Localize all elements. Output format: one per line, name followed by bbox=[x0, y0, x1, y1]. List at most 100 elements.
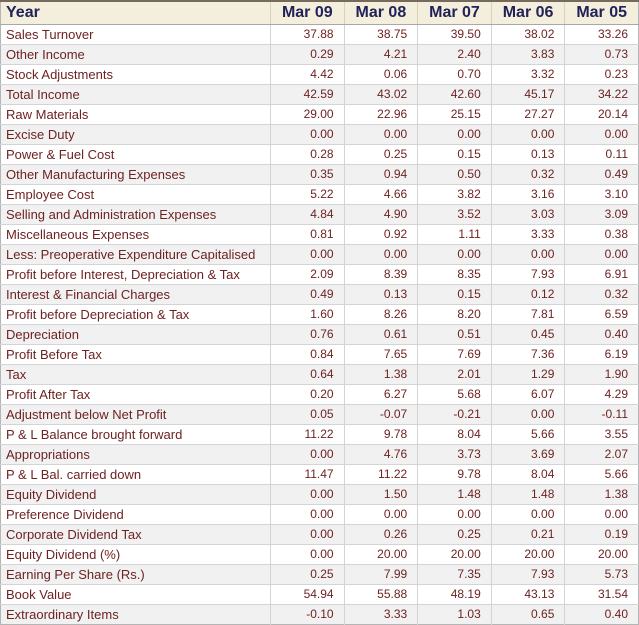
value-cell: 0.25 bbox=[270, 564, 345, 585]
value-cell: 3.03 bbox=[490, 204, 565, 225]
value-cell: 0.00 bbox=[270, 504, 345, 525]
value-cell: 4.42 bbox=[270, 64, 345, 85]
value-cell: -0.21 bbox=[417, 404, 492, 425]
value-cell: 5.66 bbox=[564, 464, 639, 485]
value-cell: 1.60 bbox=[270, 304, 345, 325]
row-label: Excise Duty bbox=[0, 124, 271, 145]
value-cell: 0.00 bbox=[270, 124, 345, 145]
value-cell: 31.54 bbox=[564, 584, 639, 605]
value-cell: 0.20 bbox=[270, 384, 345, 405]
value-cell: 6.27 bbox=[343, 384, 418, 405]
row-label: Employee Cost bbox=[0, 184, 271, 205]
row-label: Extraordinary Items bbox=[6, 606, 119, 622]
row-label: Sales Turnover bbox=[0, 24, 271, 45]
value-cell: 0.00 bbox=[490, 404, 565, 425]
value-cell: 9.78 bbox=[343, 424, 418, 445]
value-cell: 2.09 bbox=[270, 264, 345, 285]
value-cell: 43.02 bbox=[343, 84, 418, 105]
value-cell: 43.13 bbox=[490, 584, 565, 605]
table-row: Profit After Tax 0.20 6.27 5.68 6.07 4.29 bbox=[0, 384, 639, 405]
year-column-header-mar-05: Mar 05 bbox=[564, 1, 639, 25]
value-cell: 8.04 bbox=[490, 464, 565, 485]
value-cell: 0.61 bbox=[343, 324, 418, 345]
value-cell: 7.35 bbox=[417, 564, 492, 585]
value-cell: 3.10 bbox=[564, 184, 639, 205]
row-label: Adjustment below Net Profit bbox=[0, 404, 271, 425]
value-cell: 34.22 bbox=[564, 84, 639, 105]
value-cell: 0.00 bbox=[270, 524, 345, 545]
value-cell: 0.38 bbox=[564, 224, 639, 245]
value-cell: 48.19 bbox=[417, 584, 492, 605]
value-cell: 42.59 bbox=[270, 84, 345, 105]
value-cell: 0.76 bbox=[270, 324, 345, 345]
value-cell: 0.00 bbox=[343, 504, 418, 525]
table-row: Book Value 54.94 55.88 48.19 43.13 31.54 bbox=[0, 584, 639, 605]
value-cell: 0.13 bbox=[343, 284, 418, 305]
value-cell: 4.29 bbox=[564, 384, 639, 405]
value-cell: 55.88 bbox=[343, 584, 418, 605]
value-cell: 6.59 bbox=[564, 304, 639, 325]
value-cell: 8.35 bbox=[417, 264, 492, 285]
row-label: Profit After Tax bbox=[0, 384, 271, 405]
value-cell: 20.00 bbox=[564, 544, 639, 565]
value-cell: 11.47 bbox=[270, 464, 345, 485]
value-cell: 4.76 bbox=[343, 444, 418, 465]
value-cell: 0.00 bbox=[564, 504, 639, 525]
value-cell: 0.49 bbox=[270, 284, 345, 305]
value-cell: 0.49 bbox=[564, 164, 639, 185]
value-cell: 0.00 bbox=[270, 484, 345, 505]
table-row: Appropriations 0.00 4.76 3.73 3.69 2.07 bbox=[0, 444, 639, 465]
value-cell: 1.38 bbox=[564, 484, 639, 505]
value-cell: 1.11 bbox=[417, 224, 492, 245]
row-label: Raw Materials bbox=[0, 104, 271, 125]
value-cell: 20.14 bbox=[564, 104, 639, 125]
table-row: Total Income 42.59 43.02 42.60 45.17 34.22 bbox=[0, 84, 639, 105]
table-row: Profit before Interest, Depreciation & T… bbox=[0, 264, 639, 285]
value-cell: 3.69 bbox=[490, 444, 565, 465]
value-cell: 1.38 bbox=[343, 364, 418, 385]
value-cell: 1.48 bbox=[417, 484, 492, 505]
value-cell: 0.94 bbox=[343, 164, 418, 185]
row-label: P & L Bal. carried down bbox=[0, 464, 271, 485]
value-cell: 38.75 bbox=[343, 24, 418, 45]
value-cell: 0.45 bbox=[490, 324, 565, 345]
value-cell: 5.66 bbox=[490, 424, 565, 445]
value-cell: 0.00 bbox=[417, 244, 492, 265]
row-label: Corporate Dividend Tax bbox=[0, 524, 271, 545]
table-row: Less: Preoperative Expenditure Capitalis… bbox=[0, 244, 639, 265]
table-row: Profit before Depreciation & Tax 1.60 8.26… bbox=[0, 304, 639, 325]
value-cell: 0.26 bbox=[343, 524, 418, 545]
value-cell: 7.93 bbox=[490, 264, 565, 285]
value-cell: 0.00 bbox=[417, 124, 492, 145]
row-label: P & L Balance brought forward bbox=[0, 424, 271, 445]
value-cell: 11.22 bbox=[343, 464, 418, 485]
value-cell: 0.81 bbox=[270, 224, 345, 245]
table-row: Power & Fuel Cost 0.28 0.25 0.15 0.13 0.11 bbox=[0, 144, 639, 165]
value-cell: 2.40 bbox=[417, 44, 492, 65]
value-cell: 0.00 bbox=[490, 124, 565, 145]
year-column-header-mar-06: Mar 06 bbox=[490, 1, 565, 25]
value-cell: 3.09 bbox=[564, 204, 639, 225]
value-cell: 27.27 bbox=[490, 104, 565, 125]
value-cell: 9.78 bbox=[417, 464, 492, 485]
value-cell: 45.17 bbox=[490, 84, 565, 105]
value-cell: 0.32 bbox=[564, 284, 639, 305]
value-cell: 0.00 bbox=[490, 504, 565, 525]
row-label: Equity Dividend (%) bbox=[0, 544, 271, 565]
value-cell: 0.23 bbox=[564, 64, 639, 85]
value-cell: 42.60 bbox=[417, 84, 492, 105]
row-label: Book Value bbox=[0, 584, 271, 605]
row-label: Appropriations bbox=[0, 444, 271, 465]
value-cell: 39.50 bbox=[417, 24, 492, 45]
table-row: Interest & Financial Charges 0.49 0.13 0.15… bbox=[0, 284, 639, 305]
value-cell: 25.15 bbox=[417, 104, 492, 125]
value-cell: 0.92 bbox=[343, 224, 418, 245]
value-cell: 20.00 bbox=[490, 544, 565, 565]
value-cell: 0.12 bbox=[490, 284, 565, 305]
table-row: Equity Dividend 0.00 1.50 1.48 1.48 1.38 bbox=[0, 484, 639, 505]
row-label: Other Manufacturing Expenses bbox=[0, 164, 271, 185]
value-cell: 0.21 bbox=[490, 524, 565, 545]
value-cell: 3.55 bbox=[564, 424, 639, 445]
row-label: Interest & Financial Charges bbox=[0, 284, 271, 305]
value-cell: 0.05 bbox=[270, 404, 345, 425]
